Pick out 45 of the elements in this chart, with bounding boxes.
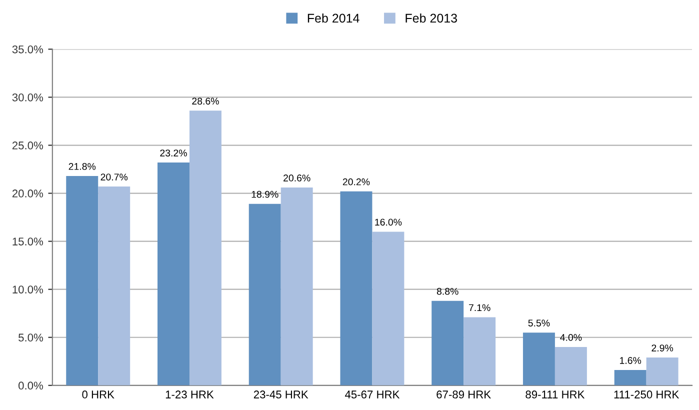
bar [340,191,372,386]
data-label: 20.6% [284,174,310,182]
y-tick-label: 35.0% [12,45,44,54]
legend-label: Feb 2014 [308,13,360,23]
data-label: 28.6% [192,98,219,105]
bar [554,346,587,386]
y-tick-label: 30.0% [12,93,44,102]
x-tick-label: 89-111 HRK [526,390,585,398]
y-tick-label: 0.0% [18,382,44,390]
data-label: 5.5% [528,320,550,326]
x-tick-label: 45-67 HRK [344,390,400,398]
data-label: 20.2% [342,178,370,186]
data-label: 23.2% [160,150,187,156]
bar [372,232,404,386]
y-tick-label: 25.0% [12,142,44,150]
x-tick-label: 111-250 HRK [614,390,680,398]
data-label: 16.0% [375,218,402,226]
data-label: 20.7% [100,174,128,180]
x-tick-label: 0 HRK [82,390,114,398]
data-label: 7.1% [468,304,490,312]
x-tick-label: 23-45 HRK [254,390,308,398]
legend-label: Feb 2013 [406,13,457,23]
bar [646,358,678,386]
data-label: 8.8% [436,288,458,295]
bar [280,188,313,386]
bar [248,204,281,386]
bar [98,186,130,386]
data-label: 2.9% [652,344,674,352]
bar [464,317,496,386]
data-label: 1.6% [620,357,642,364]
bar [614,370,646,386]
bar [158,162,190,386]
bar [189,110,222,386]
bar [66,176,98,386]
y-tick-label: 20.0% [12,190,44,198]
bar [432,300,464,386]
data-label: 21.8% [68,163,96,170]
data-label: 18.9% [252,190,278,198]
y-tick-label: 5.0% [18,334,44,342]
y-tick-label: 10.0% [12,286,44,294]
y-tick-label: 15.0% [12,238,44,246]
x-tick-label: 1-23 HRK [166,390,214,398]
bar [522,332,555,386]
x-tick-label: 67-89 HRK [436,390,491,398]
data-label: 4.0% [560,334,582,341]
